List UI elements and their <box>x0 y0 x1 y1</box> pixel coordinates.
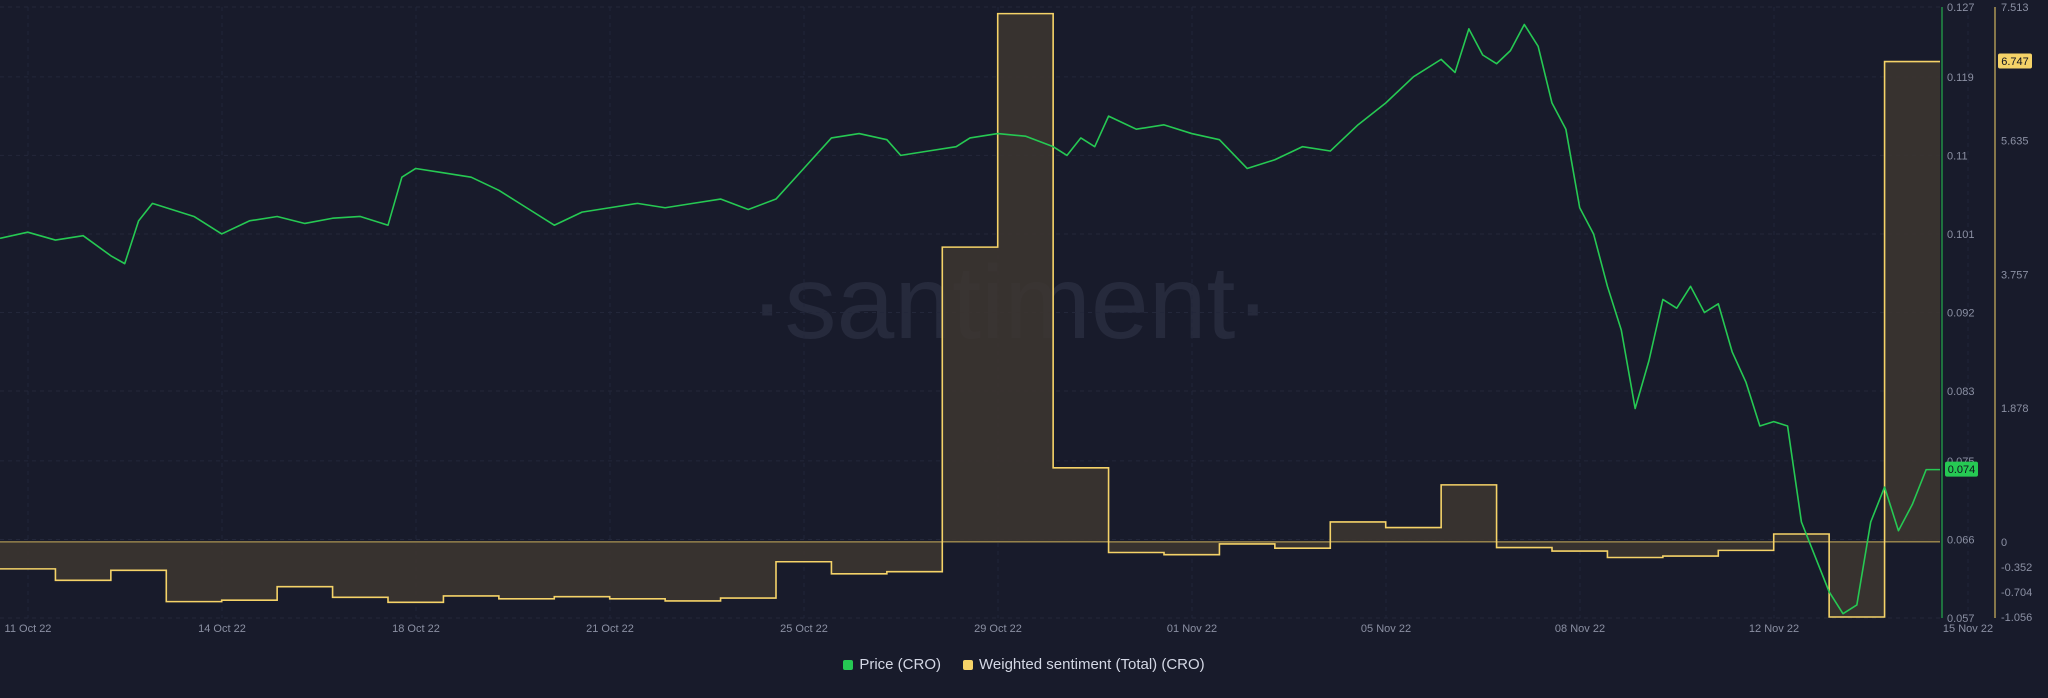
sentiment-tick-label: -1.056 <box>2001 612 2032 624</box>
price-tick-label: 0.066 <box>1947 534 1975 546</box>
legend-label-sentiment: Weighted sentiment (Total) (CRO) <box>979 656 1205 673</box>
sentiment-line <box>0 12 1940 618</box>
sentiment-tick-label: 7.513 <box>2001 2 2029 14</box>
legend-label-price: Price (CRO) <box>859 656 942 673</box>
x-tick-label: 05 Nov 22 <box>1361 623 1411 635</box>
price-tick-label: 0.057 <box>1947 613 1975 625</box>
legend-item-sentiment[interactable]: Weighted sentiment (Total) (CRO) <box>963 656 1205 673</box>
x-tick-label: 01 Nov 22 <box>1167 623 1217 635</box>
x-tick-label: 14 Oct 22 <box>198 623 246 635</box>
x-tick-label: 11 Oct 22 <box>5 623 52 635</box>
price-tick-label: 0.119 <box>1947 72 1974 84</box>
price-tick-label: 0.092 <box>1947 308 1975 320</box>
legend-item-price[interactable]: Price (CRO) <box>843 656 941 673</box>
sentiment-tick-label: 3.757 <box>2001 269 2029 281</box>
x-tick-label: 21 Oct 22 <box>586 623 634 635</box>
price-line <box>0 23 1940 615</box>
sentiment-area <box>0 13 1940 618</box>
x-tick-label: 15 Nov 22 <box>1943 623 1993 635</box>
sentiment-tick-label: 0 <box>2001 537 2007 549</box>
x-tick-label: 08 Nov 22 <box>1555 623 1605 635</box>
sentiment-current-label: 6.747 <box>2001 56 2029 68</box>
price-tick-label: 0.101 <box>1947 229 1975 241</box>
price-tick-label: 0.083 <box>1947 386 1975 398</box>
axis-layer: 11 Oct 22 14 Oct 22 18 Oct 22 21 Oct 22 25 O… <box>5 2 2033 635</box>
x-tick-label: 29 Oct 22 <box>974 623 1022 635</box>
x-tick-label: 25 Oct 22 <box>780 623 828 635</box>
sentiment-layer <box>0 12 1940 618</box>
legend-swatch-price <box>843 659 854 670</box>
x-tick-label: 18 Oct 22 <box>392 623 440 635</box>
legend: Price (CRO) Weighted sentiment (Total) (… <box>0 656 2048 673</box>
sentiment-tick-label: 1.878 <box>2001 403 2029 415</box>
price-current-badge <box>1945 461 1978 477</box>
price-layer <box>0 23 1940 615</box>
sentiment-current-badge <box>1998 53 2032 69</box>
price-tick-label: 0.11 <box>1947 150 1968 162</box>
legend-swatch-sentiment <box>963 659 974 670</box>
price-tick-label: 0.127 <box>1947 2 1975 14</box>
price-current-label: 0.074 <box>1948 464 1976 476</box>
sentiment-tick-label: -0.352 <box>2001 562 2032 574</box>
x-tick-label: 12 Nov 22 <box>1749 623 1799 635</box>
sentiment-tick-label: 5.635 <box>2001 136 2029 148</box>
sentiment-tick-label: -0.704 <box>2001 587 2032 599</box>
